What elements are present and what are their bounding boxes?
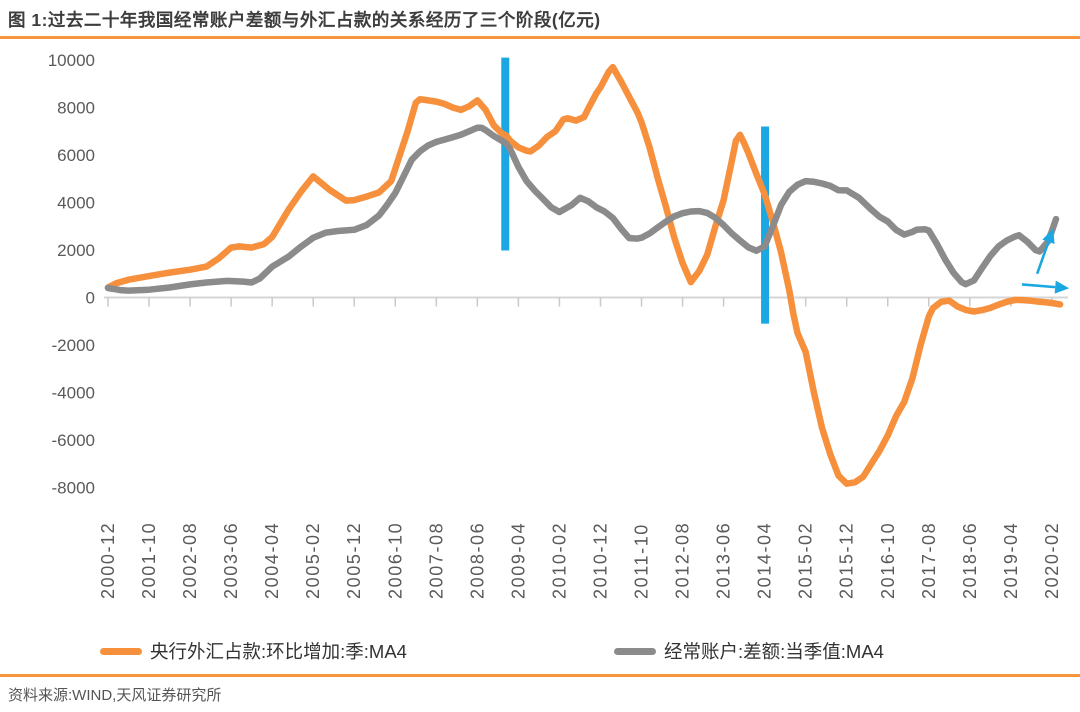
figure-title: 图 1:过去二十年我国经常账户差额与外汇占款的关系经历了三个阶段(亿元) (8, 10, 601, 30)
y-axis-tick-label: 8000 (57, 99, 95, 118)
x-axis-tick-label: 2003-06 (221, 522, 241, 599)
legend-item-current-account: 经常账户:差额:当季值:MA4 (614, 634, 884, 668)
x-axis-tick-label: 2005-12 (344, 522, 364, 599)
x-axis-tick-label: 2002-08 (180, 522, 200, 599)
x-axis-tick-label: 2018-06 (960, 522, 980, 599)
source-note: 资料来源:WIND,天风证券研究所 (8, 687, 222, 704)
y-axis-tick-label: -8000 (52, 479, 95, 498)
title-divider-line (0, 36, 1080, 39)
phase-divider-1 (501, 57, 510, 251)
y-axis-tick-label: 2000 (57, 241, 95, 260)
legend-item-fx-holdings: 央行外汇占款:环比增加:季:MA4 (100, 634, 407, 668)
x-axis-tick-label: 2000-12 (98, 522, 118, 599)
y-axis-tick-label: -6000 (52, 431, 95, 450)
x-axis-tick-label: 2009-04 (508, 522, 528, 599)
x-axis-tick-label: 2010-12 (590, 522, 610, 599)
flat-trend-arrow (1021, 283, 1056, 289)
x-axis-tick-label: 2019-04 (1001, 522, 1021, 599)
y-axis-tick-label: 6000 (57, 146, 95, 165)
y-axis-tick-label: 4000 (57, 194, 95, 213)
x-axis-tick-label: 2006-10 (385, 522, 405, 599)
x-axis-tick-label: 2013-06 (714, 522, 734, 599)
legend-swatch-orange (100, 647, 142, 655)
x-axis-tick-label: 2015-02 (796, 522, 816, 599)
legend-label: 央行外汇占款:环比增加:季:MA4 (150, 641, 407, 662)
legend-swatch-gray (614, 647, 656, 655)
x-axis-tick-label: 2001-10 (139, 522, 159, 599)
x-axis-tick-label: 2020-02 (1042, 522, 1062, 599)
series-line-orange (104, 63, 1064, 487)
y-axis-tick-label: 10000 (48, 51, 95, 70)
x-axis-tick-label: 2015-12 (837, 522, 857, 599)
series-line-gray (104, 124, 1060, 294)
phase-divider-2 (761, 126, 770, 324)
chart-legend: 央行外汇占款:环比增加:季:MA4 经常账户:差额:当季值:MA4 (0, 634, 1080, 668)
x-axis-tick-label: 2014-04 (755, 522, 775, 599)
y-axis-tick-label: -4000 (52, 384, 95, 403)
up-trend-arrow-head (1042, 228, 1055, 244)
x-axis-tick-label: 2012-08 (673, 522, 693, 599)
footer-divider-line (0, 674, 1080, 677)
y-axis-tick-label: 0 (86, 289, 95, 308)
line-chart-canvas: 10000 8000 6000 4000 2000 0 -2000 -4000 -6000 -80… (48, 51, 1070, 599)
x-axis-tick-label: 2016-10 (878, 522, 898, 599)
x-axis-tick-label: 2008-06 (467, 522, 487, 599)
x-axis-tick-label: 2010-02 (549, 522, 569, 599)
legend-label: 经常账户:差额:当季值:MA4 (664, 641, 884, 662)
x-axis-tick-label: 2007-08 (426, 522, 446, 599)
flat-trend-arrow-head (1054, 280, 1070, 294)
x-axis-tick-label: 2017-08 (919, 522, 939, 599)
x-axis-tick-label: 2004-04 (262, 522, 282, 599)
y-axis-tick-label: -2000 (52, 336, 95, 355)
up-trend-arrow (1035, 241, 1050, 275)
x-axis-tick-label: 2011-10 (632, 523, 652, 599)
x-axis-tick-label: 2005-02 (303, 522, 323, 599)
